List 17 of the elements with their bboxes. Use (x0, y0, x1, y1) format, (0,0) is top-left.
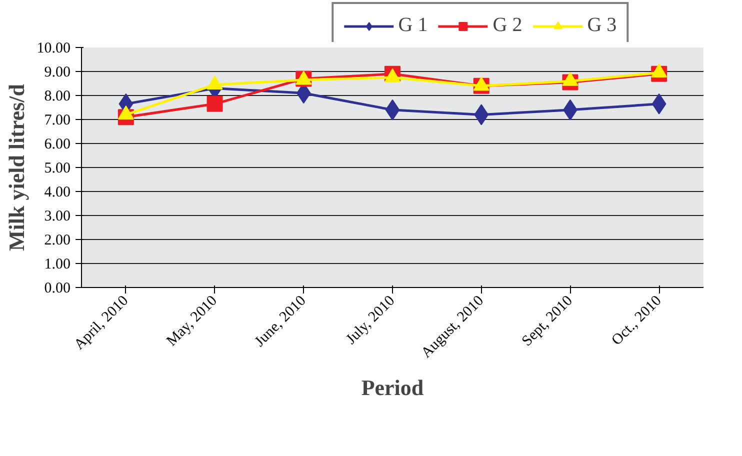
y-tick-label: 0.00 (44, 280, 70, 296)
y-tick-label: 6.00 (44, 136, 70, 152)
y-tick-label: 7.00 (44, 112, 70, 128)
x-axis-title: Period (361, 374, 424, 400)
y-axis-title: Milk yield litres/d (4, 84, 29, 252)
legend-label: G 1 (398, 14, 428, 37)
point (206, 96, 223, 112)
y-tick-label: 10.00 (36, 40, 70, 56)
y-tick-label: 2.00 (44, 232, 70, 248)
y-tick-label: 1.00 (44, 256, 70, 272)
y-tick-label: 4.00 (44, 184, 70, 200)
y-tick-label: 3.00 (44, 208, 70, 224)
y-tick-label: 9.00 (44, 64, 70, 80)
legend-label: G 3 (587, 14, 617, 37)
y-tick-label: 5.00 (44, 160, 70, 176)
legend-label: G 2 (492, 14, 522, 37)
y-tick-label: 8.00 (44, 88, 70, 104)
